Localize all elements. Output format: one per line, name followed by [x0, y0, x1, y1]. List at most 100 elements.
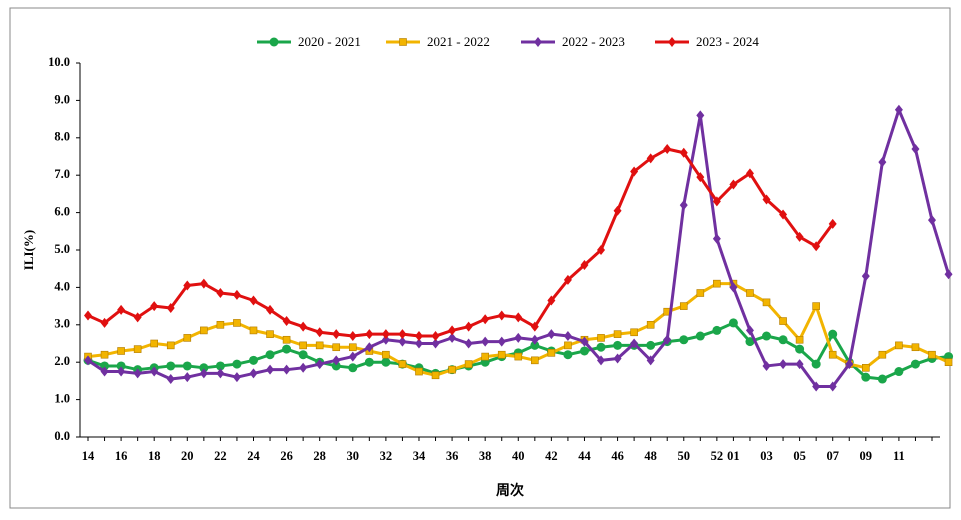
point	[481, 352, 489, 361]
point	[232, 372, 241, 383]
x-tick-label: 46	[611, 449, 624, 463]
point	[100, 361, 110, 371]
point	[133, 345, 142, 353]
point	[166, 302, 175, 313]
point	[679, 302, 688, 310]
point	[398, 360, 407, 368]
point	[613, 353, 622, 364]
point	[696, 110, 705, 121]
point	[663, 334, 672, 345]
point	[348, 331, 357, 342]
x-tick-label: 16	[115, 449, 128, 463]
y-tick-label: 5.0	[54, 242, 70, 256]
point	[332, 329, 341, 340]
point	[382, 350, 390, 359]
y-tick-label: 2.0	[54, 354, 70, 368]
point	[597, 334, 605, 342]
y-tick-label: 6.0	[54, 204, 70, 218]
y-tick-label: 1.0	[54, 391, 70, 405]
point	[563, 350, 573, 360]
point	[415, 367, 423, 376]
y-tick-label: 0.0	[54, 429, 70, 443]
x-tick-label: 20	[181, 449, 194, 463]
point	[762, 360, 771, 371]
point	[183, 334, 192, 342]
point	[332, 355, 341, 366]
point	[597, 245, 606, 255]
point	[696, 289, 705, 297]
point	[431, 371, 440, 380]
legend-label: 2021 - 2022	[427, 34, 490, 49]
point	[828, 350, 837, 359]
point	[812, 241, 821, 252]
point	[199, 368, 208, 379]
point	[630, 328, 638, 337]
point	[249, 368, 258, 379]
point	[233, 319, 241, 327]
point	[299, 362, 308, 373]
point	[348, 351, 357, 362]
point	[762, 194, 771, 205]
point	[828, 329, 838, 339]
y-tick-label: 4.0	[54, 279, 70, 293]
point	[381, 334, 390, 345]
y-tick-label: 8.0	[54, 130, 70, 144]
point	[464, 321, 473, 332]
point	[248, 355, 258, 365]
x-tick-label: 26	[280, 449, 293, 463]
point	[762, 298, 771, 307]
point	[381, 357, 391, 367]
point	[298, 350, 308, 360]
point	[630, 166, 639, 177]
x-tick-label: 52	[711, 449, 724, 463]
point	[232, 289, 241, 300]
point	[117, 366, 126, 377]
x-tick-label: 07	[826, 449, 839, 463]
point	[646, 320, 655, 329]
point	[547, 349, 556, 357]
point	[282, 316, 291, 327]
x-tick-label: 38	[479, 449, 492, 463]
x-tick-label: 50	[678, 449, 691, 463]
point	[944, 358, 953, 367]
point	[530, 340, 540, 350]
point	[365, 329, 374, 340]
point	[431, 331, 440, 342]
point	[414, 331, 423, 342]
point	[795, 344, 805, 354]
point	[216, 288, 225, 299]
point	[381, 329, 390, 340]
point	[497, 336, 506, 347]
x-tick-label: 40	[512, 449, 525, 463]
point	[117, 304, 126, 315]
point	[580, 336, 589, 347]
y-axis-label: ILI(%)	[21, 230, 36, 270]
point	[497, 350, 506, 359]
x-axis-label: 周次	[496, 482, 524, 499]
x-tick-label: 09	[860, 449, 873, 463]
x-tick-label: 42	[545, 449, 558, 463]
y-tick-label: 3.0	[54, 317, 70, 331]
point	[414, 338, 423, 349]
point	[232, 359, 242, 369]
x-tick-label: 14	[82, 449, 95, 463]
point	[315, 341, 324, 350]
point	[712, 233, 721, 244]
point	[315, 359, 324, 370]
point	[116, 361, 126, 371]
x-tick-label: 05	[793, 449, 806, 463]
point	[166, 374, 175, 385]
point	[630, 338, 639, 349]
point	[266, 364, 275, 375]
point	[564, 341, 572, 350]
point	[216, 320, 225, 329]
point	[150, 301, 159, 312]
legend-marker	[269, 37, 279, 47]
point	[563, 274, 572, 285]
point	[199, 363, 209, 373]
point	[878, 157, 887, 168]
x-tick-label: 30	[347, 449, 360, 463]
point	[331, 361, 341, 371]
point	[811, 359, 821, 369]
